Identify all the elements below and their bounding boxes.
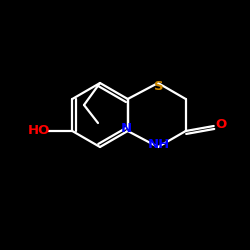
Text: HO: HO xyxy=(28,124,50,138)
Text: NH: NH xyxy=(148,138,170,150)
Text: N: N xyxy=(121,122,132,136)
Text: O: O xyxy=(215,118,226,132)
Text: S: S xyxy=(154,80,164,92)
